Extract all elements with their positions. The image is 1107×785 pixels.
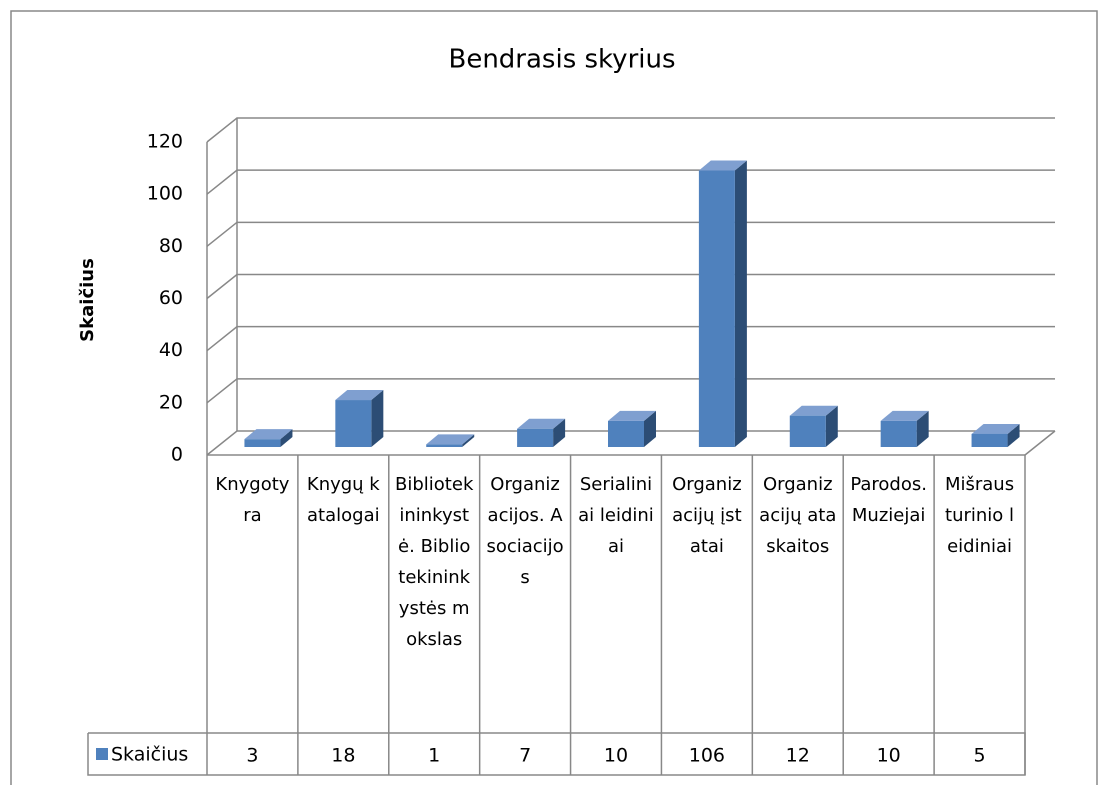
y-axis-title: Skaičius (77, 258, 98, 342)
x-tick-label: Organizacijų įstatai (672, 474, 742, 557)
x-tick-label: Organizacijų ataskaitos (759, 474, 837, 557)
bar (608, 420, 644, 447)
grid-line (206, 378, 1055, 404)
bar (335, 400, 372, 447)
value-cell: 3 (246, 745, 258, 767)
value-cell: 7 (519, 745, 531, 767)
bar-top (971, 423, 1020, 434)
grid-line (206, 117, 1055, 143)
grid-line (206, 169, 1055, 195)
grid-line (206, 221, 1055, 247)
y-tick-label: 40 (159, 339, 183, 361)
bar (880, 420, 917, 447)
bar-top (335, 390, 384, 401)
legend-label: Skaičius (111, 744, 188, 766)
bar-side (916, 410, 929, 447)
bar-top (608, 410, 656, 421)
bar-side (371, 390, 384, 447)
floor-edge (1024, 430, 1056, 456)
bar (517, 428, 554, 447)
x-tick-label: Serialiniai leidiniai (578, 474, 654, 557)
value-cell: 18 (331, 745, 355, 767)
bar-side (280, 429, 293, 447)
y-tick-label: 60 (159, 287, 183, 309)
bar-top (426, 434, 475, 445)
value-cell: 10 (604, 745, 628, 767)
bar (698, 170, 735, 447)
x-tick-label: Knygotyra (215, 474, 290, 526)
value-cell: 10 (877, 745, 901, 767)
x-tick-label: Mišraus turinio leidiniai (944, 474, 1015, 557)
bar-side (553, 418, 566, 447)
grid-line (206, 430, 1055, 456)
value-cell: 12 (786, 745, 810, 767)
bar (426, 444, 463, 447)
bar (971, 433, 1008, 447)
category-cell: Serialiniai leidiniai (578, 474, 654, 557)
legend-swatch (96, 748, 108, 760)
grid-line (206, 273, 1055, 300)
value-cell: 5 (974, 745, 986, 767)
bar (789, 415, 826, 447)
y-tick-label: 120 (147, 131, 183, 153)
x-tick-label: Bibliotekininkystė. Bibliotekininkystės … (395, 474, 474, 650)
x-tick-label: Organizacijos. Asociacijos (486, 474, 564, 588)
bar-side (1007, 423, 1020, 447)
category-cell: Parodos. Muziejai (850, 474, 927, 526)
y-tick-label: 80 (159, 235, 183, 257)
chart-title: Bendrasis skyrius (448, 45, 675, 75)
bar-side (462, 434, 475, 447)
category-cell: Organizacijų įstatai (672, 474, 742, 557)
bar (244, 439, 281, 447)
category-cell: Knygotyra (215, 474, 290, 526)
chart-border (10, 10, 1098, 785)
bar-top (789, 405, 838, 416)
y-tick-label: 100 (147, 183, 183, 205)
category-cell: Organizacijos. Asociacijos (486, 474, 564, 588)
x-tick-label: Parodos. Muziejai (850, 474, 927, 526)
bar-side (825, 405, 838, 447)
bar-top (880, 410, 929, 421)
category-cell: Knygų katalogai (306, 474, 380, 526)
category-cell: Organizacijų ataskaitos (759, 474, 837, 557)
value-cell: 106 (689, 745, 725, 767)
bar-top (517, 418, 566, 429)
x-tick-label: Knygų katalogai (306, 474, 380, 526)
category-cell: Mišraus turinio leidiniai (944, 474, 1015, 557)
bar-side (734, 160, 747, 447)
grid-line (206, 325, 1055, 352)
y-tick-label: 20 (159, 391, 183, 413)
y-tick-label: 0 (171, 444, 183, 466)
bar-top (698, 160, 747, 171)
bar-top (244, 429, 293, 440)
category-cell: Bibliotekininkystė. Bibliotekininkystės … (395, 474, 474, 650)
value-cell: 1 (428, 745, 440, 767)
bar-side (644, 410, 656, 447)
